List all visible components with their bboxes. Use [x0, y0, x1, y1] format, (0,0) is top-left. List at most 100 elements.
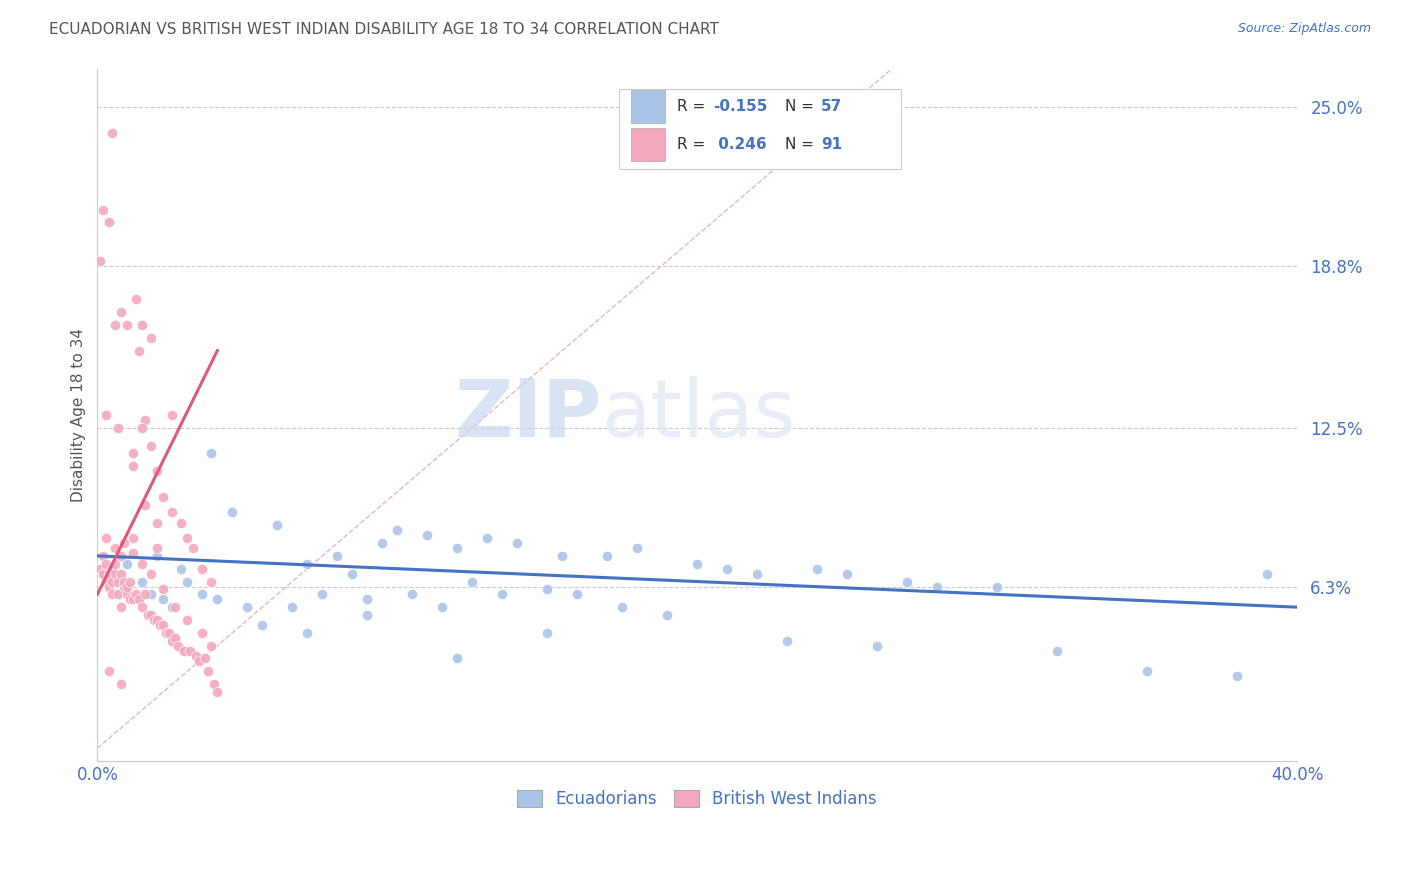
Text: N =: N = — [785, 99, 818, 113]
Point — [326, 549, 349, 563]
Text: R =: R = — [676, 136, 710, 152]
Text: 91: 91 — [821, 136, 842, 152]
Point — [96, 408, 118, 422]
Point — [200, 639, 222, 653]
Point — [117, 580, 139, 594]
Point — [236, 600, 259, 615]
Point — [776, 633, 799, 648]
Point — [117, 318, 139, 332]
Point — [141, 587, 163, 601]
Point — [162, 408, 184, 422]
Text: ECUADORIAN VS BRITISH WEST INDIAN DISABILITY AGE 18 TO 34 CORRELATION CHART: ECUADORIAN VS BRITISH WEST INDIAN DISABI… — [49, 22, 718, 37]
Point — [101, 587, 124, 601]
Point — [356, 592, 378, 607]
Point — [567, 587, 589, 601]
Point — [387, 523, 409, 537]
Point — [93, 549, 115, 563]
Point — [207, 685, 229, 699]
Point — [134, 587, 156, 601]
Point — [146, 541, 169, 556]
Point — [155, 625, 177, 640]
Point — [146, 464, 169, 478]
Text: Source: ZipAtlas.com: Source: ZipAtlas.com — [1237, 22, 1371, 36]
Point — [491, 587, 513, 601]
Point — [165, 631, 187, 645]
Point — [107, 420, 129, 434]
Point — [152, 582, 174, 597]
Point — [927, 580, 949, 594]
Point — [477, 531, 499, 545]
Point — [101, 562, 124, 576]
Point — [191, 587, 214, 601]
Point — [806, 562, 828, 576]
Point — [128, 343, 150, 358]
Point — [200, 574, 222, 589]
Point — [131, 318, 153, 332]
Point — [1136, 665, 1159, 679]
Point — [101, 566, 124, 581]
Point — [146, 516, 169, 530]
Point — [89, 253, 111, 268]
Point — [101, 126, 124, 140]
Point — [657, 607, 679, 622]
Point — [176, 574, 198, 589]
Point — [120, 592, 142, 607]
Point — [131, 600, 153, 615]
Point — [104, 557, 127, 571]
Point — [143, 613, 166, 627]
Point — [107, 587, 129, 601]
Point — [152, 618, 174, 632]
Point — [176, 613, 198, 627]
Point — [221, 505, 243, 519]
Point — [98, 665, 121, 679]
Text: -0.155: -0.155 — [713, 99, 768, 113]
Point — [252, 618, 274, 632]
Point — [536, 625, 558, 640]
Point — [157, 625, 180, 640]
Point — [96, 557, 118, 571]
Point — [297, 625, 319, 640]
Legend: Ecuadorians, British West Indians: Ecuadorians, British West Indians — [510, 783, 883, 815]
Point — [141, 607, 163, 622]
Point — [165, 600, 187, 615]
Point — [122, 592, 145, 607]
Point — [281, 600, 304, 615]
Point — [1046, 644, 1069, 658]
FancyBboxPatch shape — [619, 89, 901, 169]
Point — [596, 549, 619, 563]
Point — [1226, 669, 1249, 683]
Point — [101, 574, 124, 589]
Point — [173, 644, 195, 658]
Point — [371, 536, 394, 550]
Point — [112, 536, 135, 550]
Point — [461, 574, 484, 589]
Point — [96, 531, 118, 545]
Point — [110, 677, 132, 691]
Point — [104, 541, 127, 556]
Point — [98, 566, 121, 581]
Point — [162, 600, 184, 615]
Text: 57: 57 — [821, 99, 842, 113]
Point — [122, 546, 145, 560]
Point — [98, 215, 121, 229]
Point — [134, 498, 156, 512]
Point — [98, 580, 121, 594]
Point — [342, 566, 364, 581]
Point — [747, 566, 769, 581]
Point — [536, 582, 558, 597]
Point — [432, 600, 454, 615]
Point — [207, 592, 229, 607]
Text: R =: R = — [676, 99, 710, 113]
Point — [122, 446, 145, 460]
Point — [152, 490, 174, 504]
Point — [266, 518, 288, 533]
Point — [191, 562, 214, 576]
Point — [167, 639, 190, 653]
Point — [125, 587, 148, 601]
Point — [1256, 566, 1278, 581]
Point — [104, 566, 127, 581]
Text: ZIP: ZIP — [454, 376, 602, 454]
Point — [197, 665, 219, 679]
FancyBboxPatch shape — [631, 89, 665, 123]
Point — [110, 600, 132, 615]
